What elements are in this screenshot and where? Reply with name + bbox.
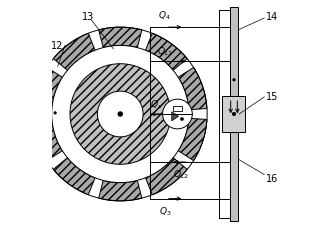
Polygon shape — [34, 119, 62, 161]
Polygon shape — [178, 68, 207, 110]
Polygon shape — [99, 181, 142, 201]
Text: 15: 15 — [266, 91, 279, 101]
Text: $Q_s$: $Q_s$ — [150, 98, 162, 110]
Polygon shape — [34, 68, 62, 110]
Polygon shape — [172, 112, 179, 121]
Circle shape — [97, 92, 143, 137]
Circle shape — [70, 64, 171, 165]
Bar — [230, 8, 238, 221]
Circle shape — [52, 46, 189, 183]
Polygon shape — [145, 158, 187, 195]
Circle shape — [232, 112, 236, 117]
Polygon shape — [99, 28, 142, 48]
Polygon shape — [145, 34, 187, 71]
Circle shape — [163, 100, 192, 129]
Text: 14: 14 — [266, 12, 279, 22]
Text: 16: 16 — [266, 173, 279, 183]
Text: 13: 13 — [82, 12, 94, 22]
Bar — [222, 96, 245, 133]
Polygon shape — [178, 119, 207, 161]
Text: $Q_4$: $Q_4$ — [158, 9, 171, 22]
Circle shape — [53, 112, 57, 115]
Circle shape — [180, 118, 184, 121]
Text: 12: 12 — [51, 41, 64, 51]
Bar — [173, 106, 182, 112]
Text: $Q_3$: $Q_3$ — [159, 205, 171, 218]
Polygon shape — [53, 34, 95, 71]
Polygon shape — [53, 158, 95, 195]
Text: $Q_{L1}$: $Q_{L1}$ — [157, 46, 173, 58]
Text: $Q_{L2}$: $Q_{L2}$ — [173, 167, 189, 180]
Circle shape — [232, 79, 236, 82]
Circle shape — [118, 112, 123, 117]
